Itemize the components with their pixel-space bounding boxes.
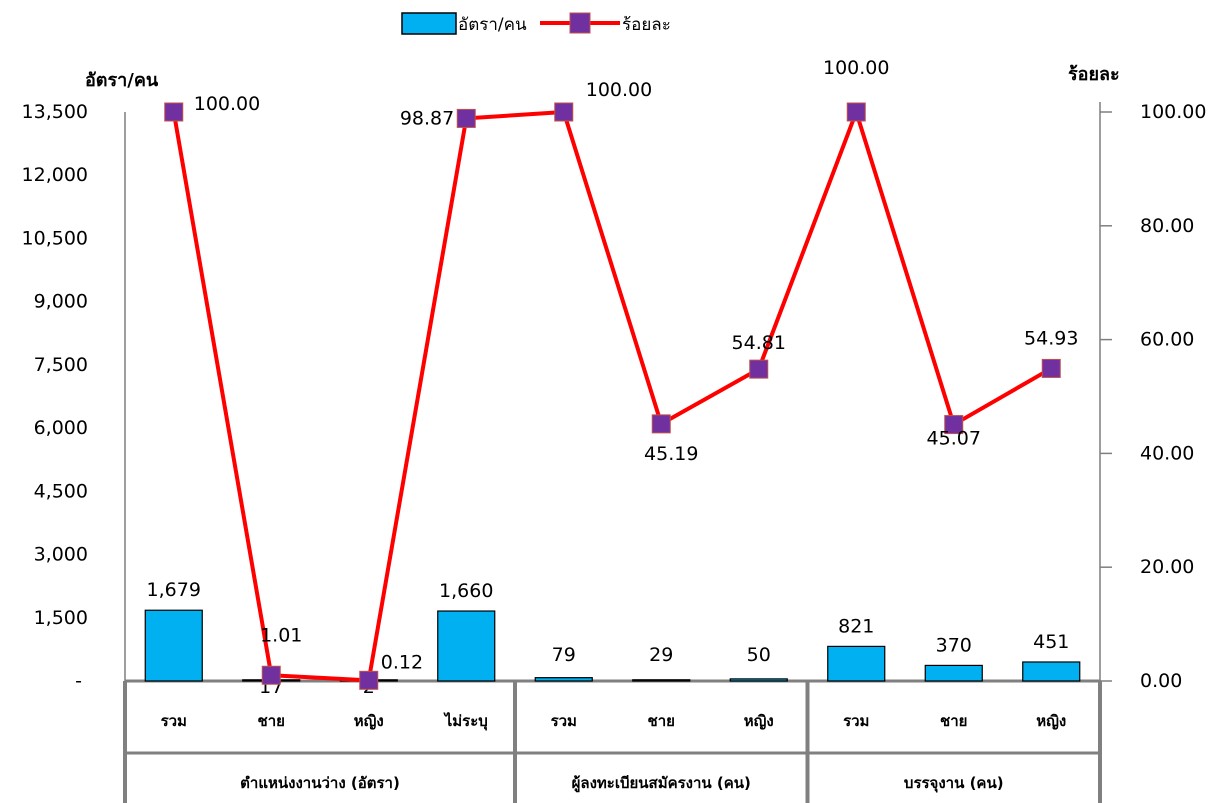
line-marker bbox=[554, 102, 574, 122]
line-data-label: 45.19 bbox=[644, 443, 698, 465]
bar-data-label: 79 bbox=[552, 644, 576, 666]
line-data-label: 100.00 bbox=[586, 79, 652, 101]
legend-marker bbox=[569, 12, 591, 34]
bar bbox=[1022, 661, 1081, 682]
line-marker bbox=[944, 415, 964, 435]
category-label: ชาย bbox=[940, 712, 967, 730]
line-marker bbox=[261, 665, 281, 685]
line-marker bbox=[749, 359, 769, 379]
left-tick-label: 3,000 bbox=[34, 544, 88, 566]
right-tick-label: 20.00 bbox=[1140, 556, 1194, 578]
line-marker bbox=[651, 414, 671, 434]
category-label: ชาย bbox=[258, 712, 285, 730]
category-label: ชาย bbox=[648, 712, 675, 730]
category-label: รวม bbox=[551, 712, 577, 730]
group-label: ตำแหน่งงานว่าง (อัตรา) bbox=[240, 774, 400, 792]
line-data-label: 54.93 bbox=[1024, 327, 1078, 349]
line-data-label: 98.87 bbox=[400, 107, 454, 129]
category-label: หญิง bbox=[744, 712, 774, 730]
category-label: รวม bbox=[843, 712, 869, 730]
left-axis-title: อัตรา/คน bbox=[85, 70, 159, 91]
bar-data-label: 1,660 bbox=[439, 580, 493, 602]
line-data-label: 100.00 bbox=[194, 93, 260, 115]
left-tick-label: 13,500 bbox=[22, 101, 88, 123]
bar bbox=[827, 645, 886, 682]
left-tick-label: 12,000 bbox=[22, 164, 88, 186]
line-marker bbox=[1041, 358, 1061, 378]
category-label: ไม่ระบุ bbox=[443, 711, 488, 731]
line-data-label: 45.07 bbox=[927, 428, 981, 450]
bar-data-label: 50 bbox=[747, 644, 771, 666]
left-tick-label: 4,500 bbox=[34, 480, 88, 502]
right-axis-title: ร้อยละ bbox=[1068, 64, 1120, 85]
left-tick-label: - bbox=[75, 670, 82, 692]
left-tick-label: 6,000 bbox=[34, 417, 88, 439]
line-marker bbox=[846, 102, 866, 122]
bar bbox=[144, 609, 203, 682]
bar-data-label: 1,679 bbox=[147, 579, 201, 601]
bar bbox=[729, 678, 788, 682]
legend-swatch-bar bbox=[401, 12, 457, 35]
bar-data-label: 821 bbox=[838, 615, 874, 637]
line-data-label: 0.12 bbox=[381, 651, 423, 673]
legend-label-line: ร้อยละ bbox=[622, 15, 671, 35]
group-label: บรรจุงาน (คน) bbox=[904, 774, 1004, 793]
bar bbox=[632, 679, 691, 682]
left-tick-label: 9,000 bbox=[34, 291, 88, 313]
category-label: หญิง bbox=[354, 712, 384, 730]
line-data-label: 1.01 bbox=[260, 624, 302, 646]
right-tick-label: 0.00 bbox=[1140, 670, 1182, 692]
legend-label-bar: อัตรา/คน bbox=[458, 15, 527, 35]
line-series bbox=[171, 110, 1053, 683]
right-tick-label: 100.00 bbox=[1140, 101, 1206, 123]
category-label: หญิง bbox=[1036, 712, 1066, 730]
category-label: รวม bbox=[161, 712, 187, 730]
bar-data-label: 29 bbox=[649, 644, 673, 666]
right-tick-label: 60.00 bbox=[1140, 329, 1194, 351]
line-data-label: 54.81 bbox=[732, 332, 786, 354]
bar bbox=[534, 677, 593, 682]
group-label: ผู้ลงทะเบียนสมัครงาน (คน) bbox=[572, 774, 751, 793]
bar bbox=[924, 664, 983, 682]
line-marker bbox=[359, 670, 379, 690]
left-tick-label: 10,500 bbox=[22, 227, 88, 249]
right-tick-label: 40.00 bbox=[1140, 442, 1194, 464]
bar-data-label: 451 bbox=[1033, 631, 1069, 653]
left-tick-label: 7,500 bbox=[34, 354, 88, 376]
line-data-label: 100.00 bbox=[823, 57, 889, 79]
left-tick-label: 1,500 bbox=[34, 607, 88, 629]
bar-data-label: 370 bbox=[936, 634, 972, 656]
line-marker bbox=[456, 108, 476, 128]
line-marker bbox=[164, 102, 184, 122]
right-tick-label: 80.00 bbox=[1140, 215, 1194, 237]
bar bbox=[437, 610, 496, 682]
